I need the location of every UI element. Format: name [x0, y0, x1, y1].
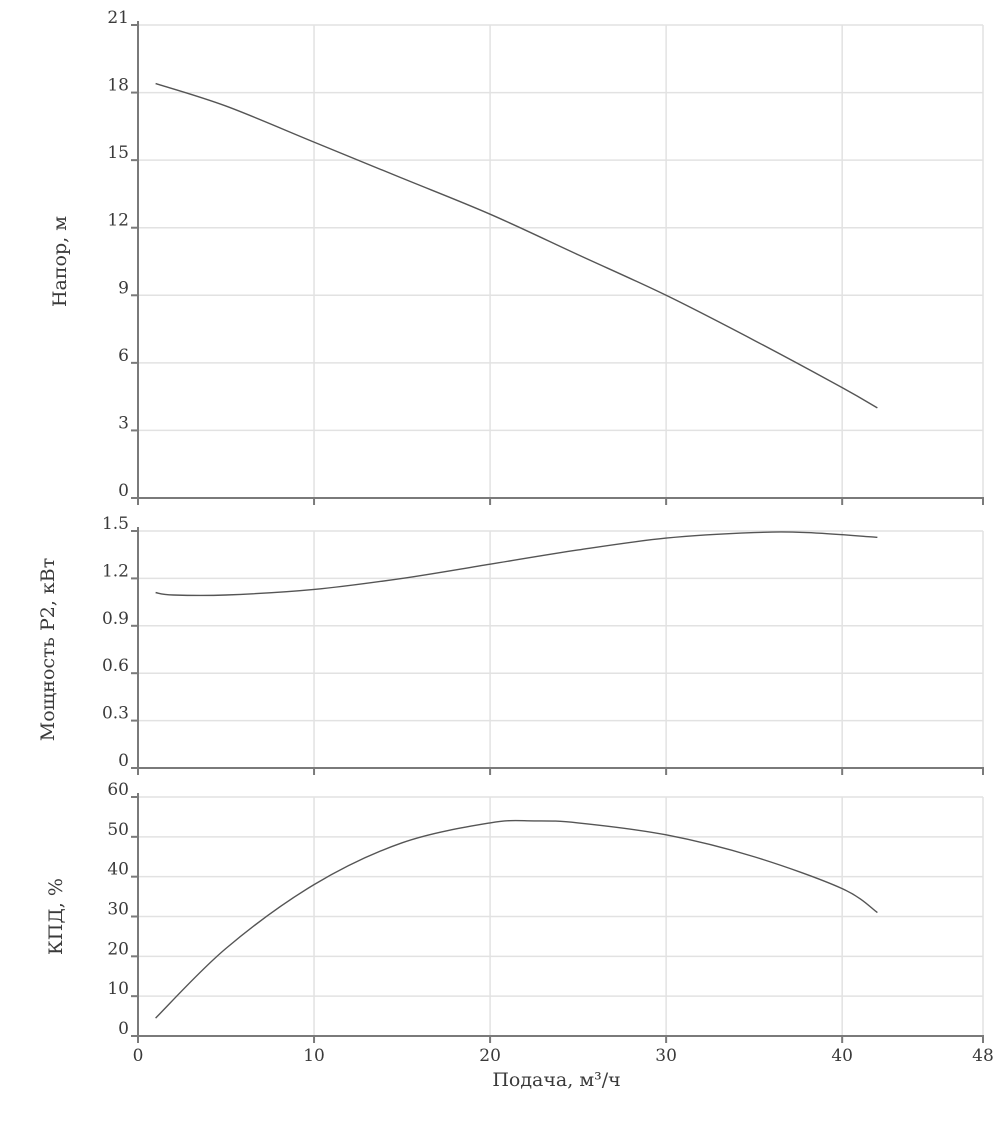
y-tick-label: 0.6 — [102, 656, 129, 676]
y-tick-label: 1.2 — [102, 561, 129, 581]
y-axis-title: Напор, м — [49, 216, 71, 307]
x-tick-label: 30 — [655, 1046, 677, 1066]
y-tick-label: 0 — [118, 1019, 129, 1039]
x-axis-title: Подача, м³/ч — [492, 1069, 620, 1091]
y-tick-label: 0.3 — [102, 704, 129, 724]
x-tick-label: 10 — [303, 1046, 325, 1066]
y-tick-label: 30 — [107, 900, 129, 920]
series-line — [155, 819, 878, 1019]
y-tick-label: 1.5 — [102, 514, 129, 534]
y-tick-label: 10 — [107, 979, 129, 999]
y-tick-label: 9 — [118, 278, 129, 298]
y-tick-label: 20 — [107, 939, 129, 959]
series-line — [155, 531, 878, 597]
y-axis-title: Мощность P2, кВт — [37, 558, 59, 742]
y-tick-label: 15 — [107, 143, 129, 163]
y-axis-title: КПД, % — [45, 878, 67, 955]
y-tick-label: 3 — [118, 413, 129, 433]
y-tick-label: 0.9 — [102, 609, 129, 629]
y-tick-label: 50 — [107, 820, 129, 840]
y-tick-label: 40 — [107, 860, 129, 880]
y-tick-label: 0 — [118, 751, 129, 771]
y-tick-label: 12 — [107, 211, 129, 231]
y-tick-label: 6 — [118, 346, 129, 366]
y-tick-label: 21 — [107, 8, 129, 28]
x-tick-label: 20 — [479, 1046, 501, 1066]
x-tick-label: 40 — [831, 1046, 853, 1066]
y-tick-label: 0 — [118, 481, 129, 501]
y-tick-label: 18 — [107, 76, 129, 96]
x-tick-label: 0 — [133, 1046, 144, 1066]
x-tick-label: 48 — [972, 1046, 994, 1066]
series-line — [155, 82, 878, 409]
y-tick-label: 60 — [107, 780, 129, 800]
